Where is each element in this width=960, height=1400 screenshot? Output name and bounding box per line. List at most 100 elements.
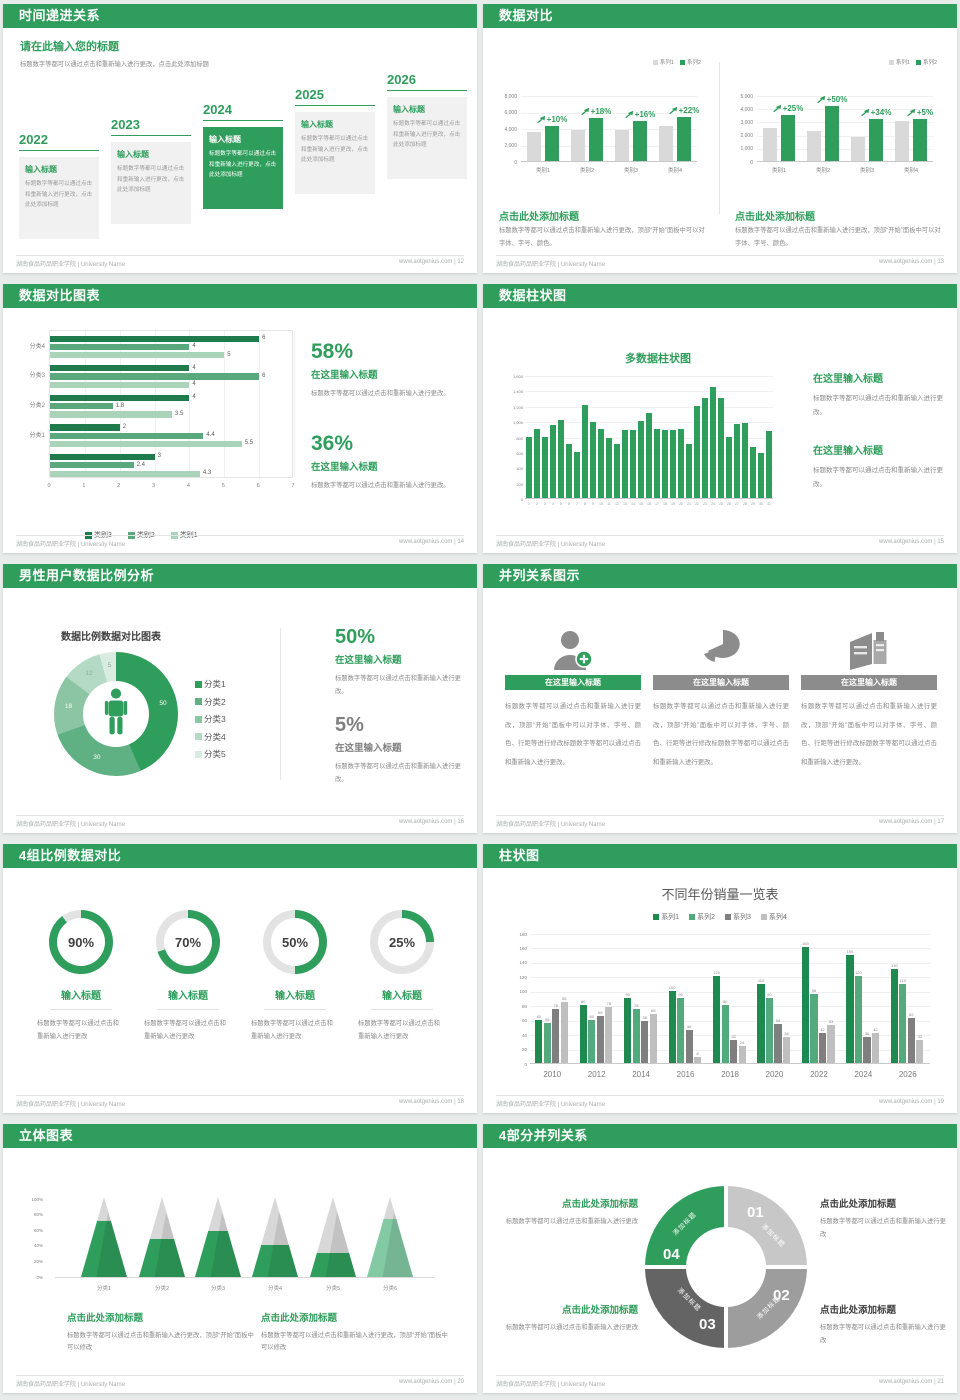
slide-thumbnail-14[interactable]: 数据对比图表 6 4 5 4 6 4 4 1.8 3.5 2 4.4 5.5 3 2.4 4.3 0 1 2 3 4 5… bbox=[0, 280, 480, 560]
stat-percent: 58% bbox=[311, 340, 354, 363]
x-tick-label: 类别4 bbox=[903, 168, 919, 174]
caption-body: 标题数字等都可以通过点击和重新输入进行更改 bbox=[505, 1324, 638, 1331]
series1-bar bbox=[527, 132, 541, 161]
legend-item: 分类4 bbox=[195, 731, 226, 743]
slide-title: 并列关系图示 bbox=[499, 568, 581, 583]
ring-caption: 点击此处添加标题 标题数字等都可以通过点击和重新输入进行更改 bbox=[498, 1196, 638, 1229]
column-title-bar: 在这里输入标题 bbox=[505, 675, 641, 690]
footer-school: 湖南食品药品职业学院 | University Name bbox=[496, 1102, 605, 1108]
caption-title: 点击此处添加标题 bbox=[261, 1313, 338, 1324]
section-body: 标题数字等都可以通过点击和重新输入进行更改，点击此处添加标题 bbox=[20, 61, 209, 68]
parallel-column: 在这里输入标题 标题数字等都可以通过点击和重新输入进行更改，顶部“开始”面板中可… bbox=[801, 588, 937, 818]
series-bar bbox=[757, 983, 765, 1063]
value-label: 2.4 bbox=[136, 461, 145, 468]
growth-label: +16% bbox=[616, 110, 664, 119]
series-bar bbox=[765, 998, 774, 1063]
timeline-item-body: 标题数字等都可以通过点击和重新输入进行更改，点击此处添加标题 bbox=[209, 151, 277, 179]
slide-timeline: 时间递进关系 请在此输入您的标题 标题数字等都可以通过点击和重新输入进行更改，点… bbox=[3, 4, 477, 273]
y-tick-label: 2,000 bbox=[740, 133, 753, 140]
series-bar bbox=[641, 1021, 649, 1063]
value-label: 5.5 bbox=[244, 440, 254, 447]
block-body: 标题数字等都可以通过点击和重新输入进行更改。 bbox=[813, 395, 943, 416]
caption-title: 点击此处添加标题 bbox=[561, 1305, 638, 1316]
grouped-bar-chart: 8,000 6,000 4,000 2,000 0 +10% +18% +16% +22% 类别1… bbox=[493, 72, 709, 204]
value-label: 110 bbox=[899, 977, 907, 983]
value-label: 150 bbox=[846, 948, 854, 954]
legend-swatch bbox=[725, 914, 731, 920]
timeline-item-title: 输入标题 bbox=[393, 105, 425, 114]
value-label: 80 bbox=[722, 999, 728, 1005]
hbar-series bbox=[50, 343, 190, 351]
chart-legend: 分类1 分类2 分类3 分类4 分类5 bbox=[195, 678, 226, 760]
slide-thumbnail-18[interactable]: 4组比例数据对比 90% 输入标题 标题数字等都可以通过点击和重新输入进行更改 … bbox=[0, 840, 480, 1120]
series1-bar bbox=[763, 128, 777, 161]
y-tick-label: 1,000 bbox=[740, 146, 753, 153]
slide-column-chart: 数据柱状图 多数据柱状图 1,600 1,400 1,200 1,000 800 600 4… bbox=[483, 284, 957, 553]
stat-body: 标题数字等都可以通过点击和重新输入进行更改。 bbox=[335, 763, 461, 783]
hbar-series bbox=[50, 373, 260, 380]
data-bar bbox=[646, 413, 652, 498]
stat-body: 标题数字等都可以通过点击和重新输入进行更改。 bbox=[335, 675, 461, 695]
slide-thumbnail-16[interactable]: 男性用户数据比例分析 数据比例数据对比图表 50 30 18 12 5 分类1 分类2 分类… bbox=[0, 560, 480, 840]
slide-thumbnail-20[interactable]: 立体图表 100% 80% 60% 40% 20% 0% 分类1 分类2 分类3 分类4 分类5 分类… bbox=[0, 1120, 480, 1400]
x-tick-label: 31 bbox=[767, 502, 771, 506]
gauge-block: 50% 输入标题 标题数字等都可以通过点击和重新输入进行更改 bbox=[247, 906, 343, 1043]
section-heading: 请在此输入您的标题 bbox=[20, 41, 119, 53]
slide-thumbnail-13[interactable]: 数据对比 系列1 系列2 8,000 6,000 4,000 2,000 0 +10% +18… bbox=[480, 0, 960, 280]
slide-title: 柱状图 bbox=[499, 848, 540, 863]
series2-bar bbox=[633, 121, 647, 161]
y-tick-label: 100 bbox=[519, 989, 527, 995]
footer-url: www.aotgenius.com bbox=[879, 1099, 933, 1105]
x-tick-label: 2026 bbox=[898, 1070, 917, 1079]
gridline bbox=[757, 109, 933, 111]
divider bbox=[371, 1009, 433, 1010]
series-bar bbox=[738, 1045, 746, 1063]
timeline-item-body: 标题数字等都可以通过点击和重新输入进行更改，点击此处添加标题 bbox=[117, 166, 185, 194]
x-tick-label: 7 bbox=[576, 502, 578, 506]
y-tick-label: 180 bbox=[519, 931, 527, 937]
y-tick-label: 2,000 bbox=[504, 143, 517, 149]
data-bar bbox=[566, 444, 572, 498]
x-tick-label: 2 bbox=[536, 502, 538, 506]
timeline-item-body: 标题数字等都可以通过点击和重新输入进行更改，点击此处添加标题 bbox=[393, 121, 461, 149]
slide-thumbnail-15[interactable]: 数据柱状图 多数据柱状图 1,600 1,400 1,200 1,000 800 600 4… bbox=[480, 280, 960, 560]
gridline bbox=[189, 331, 191, 477]
stat-percent: 5% bbox=[335, 714, 364, 736]
value-label: 5 bbox=[227, 351, 231, 358]
slide-ring-relation: 4部分并列关系 01 添加标题 02 添加标题 03 添加标题 04 添加标题 点击此处添加标… bbox=[483, 1124, 957, 1393]
growth-arrow-icon bbox=[580, 107, 589, 116]
divider bbox=[264, 1009, 326, 1010]
slide-thumbnail-17[interactable]: 并列关系图示 在这里输入标题 标题数字等都可以通过点击和重新输入进行更改，顶部“… bbox=[480, 560, 960, 840]
slide-thumbnail-21[interactable]: 4部分并列关系 01 添加标题 02 添加标题 03 添加标题 04 添加标题 点击此处添加标… bbox=[480, 1120, 960, 1400]
series-bar bbox=[588, 1019, 596, 1063]
slide-data-compare: 数据对比 系列1 系列2 8,000 6,000 4,000 2,000 0 +10% +18… bbox=[483, 4, 957, 273]
stat-block: 5% 在这里输入标题 标题数字等都可以通过点击和重新输入进行更改。 bbox=[335, 714, 465, 787]
growth-arrow-icon bbox=[668, 107, 677, 115]
value-label: 42 bbox=[820, 1026, 825, 1032]
timeline-divider bbox=[387, 90, 467, 91]
y-tick-label: 160 bbox=[519, 945, 527, 951]
value-label: 62 bbox=[909, 1012, 914, 1018]
building-icon bbox=[801, 624, 937, 670]
column-body: 标题数字等都可以通过点击和重新输入进行更改，顶部“开始”面板中可以对字体、字号、… bbox=[801, 703, 937, 766]
page-number: 15 bbox=[937, 539, 944, 545]
vertical-divider bbox=[280, 628, 281, 780]
caption-body: 标题数字等都可以通过点击和重新输入进行更改，顶部“开始”面板中可以对字体、字号、… bbox=[499, 227, 705, 247]
x-tick-label: 2 bbox=[117, 483, 121, 489]
y-tick-label: 120 bbox=[519, 974, 527, 980]
series-bar bbox=[899, 983, 907, 1063]
legend-swatch bbox=[679, 59, 685, 65]
slide-footer: 湖南食品药品职业学院 | University Name www.aotgeni… bbox=[16, 1375, 464, 1388]
slide-thumbnail-12[interactable]: 时间递进关系 请在此输入您的标题 标题数字等都可以通过点击和重新输入进行更改，点… bbox=[0, 0, 480, 280]
hbar-series bbox=[50, 424, 120, 431]
stat-subtitle: 在这里输入标题 bbox=[335, 655, 402, 666]
gridline bbox=[530, 1020, 930, 1022]
timeline-box: 输入标题标题数字等都可以通过点击和重新输入进行更改，点击此处添加标题 bbox=[387, 97, 467, 179]
x-tick-label: 2024 bbox=[854, 1070, 873, 1079]
slide-thumbnail-19[interactable]: 柱状图 不同年份销量一览表 系列1 系列2 系列3 系列4 180 160 140 120 1… bbox=[480, 840, 960, 1120]
y-tick-label: 400 bbox=[516, 466, 523, 472]
x-tick-label: 类别2 bbox=[815, 168, 831, 174]
value-label: 120 bbox=[713, 970, 720, 976]
legend-item: 系列1 bbox=[888, 58, 910, 66]
chart-title: 多数据柱状图 bbox=[625, 353, 691, 365]
